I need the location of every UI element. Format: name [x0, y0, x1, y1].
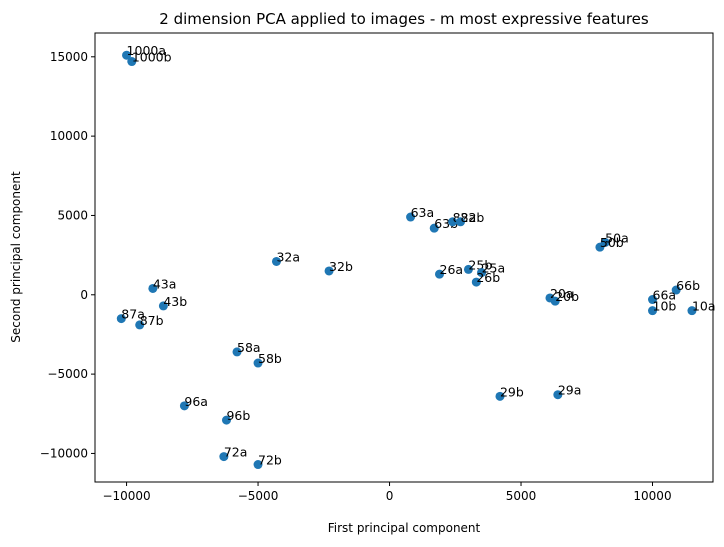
data-point [435, 269, 445, 279]
y-tick-label: 15000 [50, 50, 88, 64]
data-point [179, 401, 189, 411]
data-point-label: 72a [224, 445, 248, 460]
data-point-label: 87a [121, 307, 145, 322]
data-point-label: 29a [558, 383, 582, 398]
data-point-label: 1000a [127, 43, 166, 58]
data-point-label: 43b [163, 294, 187, 309]
data-point [148, 283, 158, 293]
data-point-label: 26a [440, 262, 464, 277]
data-point [550, 296, 560, 306]
data-point-label: 87b [140, 313, 164, 328]
x-tick-label: −10000 [102, 489, 150, 503]
data-point-label: 96b [226, 408, 250, 423]
data-point-label: 20b [555, 289, 579, 304]
data-point-label: 82b [461, 210, 485, 225]
data-point [648, 295, 658, 305]
data-point-label: 50b [600, 235, 624, 250]
data-point-label: 63a [411, 205, 435, 220]
y-tick-label: −5000 [47, 367, 88, 381]
data-point-label: 43a [153, 276, 177, 291]
data-point-label: 96a [184, 394, 208, 409]
data-point [553, 390, 563, 400]
data-point [221, 415, 231, 425]
data-point [158, 301, 168, 311]
x-tick-label: −5000 [238, 489, 279, 503]
data-point-label: 32b [329, 259, 353, 274]
x-tick-label: 5000 [506, 489, 537, 503]
data-point [477, 268, 487, 278]
data-point [324, 266, 334, 276]
data-point [456, 217, 466, 227]
data-point-label: 66b [676, 278, 700, 293]
data-point [406, 212, 416, 222]
x-tick-label: 10000 [633, 489, 671, 503]
data-point-label: 66a [653, 288, 677, 303]
data-point [495, 391, 505, 401]
data-point [463, 264, 473, 274]
data-point-label: 58a [237, 340, 261, 355]
data-point [219, 452, 229, 462]
data-point-label: 32a [276, 249, 300, 264]
data-point [687, 306, 697, 316]
x-axis-label: First principal component [328, 521, 481, 535]
data-point [253, 460, 263, 470]
data-point-label: 1000b [132, 50, 172, 65]
data-point-label: 10a [692, 299, 716, 314]
data-point-label: 58b [258, 351, 282, 366]
data-point-label: 72b [258, 453, 282, 468]
data-point-label: 25a [482, 261, 506, 276]
axis-ticks: −10000 −5000 0 5000 10000 −10000 −5000 0 5000 100… [40, 50, 672, 503]
y-axis-label: Second principal component [9, 171, 23, 343]
data-point [595, 242, 605, 252]
data-point [135, 320, 145, 330]
data-point [232, 347, 242, 357]
data-point [253, 358, 263, 368]
data-point [471, 277, 481, 287]
data-point [122, 50, 132, 60]
data-point [429, 223, 439, 233]
y-tick-label: −10000 [40, 446, 88, 460]
chart-title: 2 dimension PCA applied to images - m mo… [159, 10, 649, 28]
data-point [271, 256, 281, 266]
y-tick-label: 10000 [50, 129, 88, 143]
data-point-label: 26b [476, 270, 500, 285]
data-point [448, 217, 458, 227]
data-point-label: 25b [468, 257, 492, 272]
data-point [116, 314, 126, 324]
data-point [127, 57, 137, 67]
y-tick-label: 0 [80, 288, 88, 302]
plot-frame [94, 32, 714, 483]
y-tick-label: 5000 [57, 208, 88, 222]
data-point-label: 29b [500, 384, 524, 399]
data-point [671, 285, 681, 295]
x-tick-label: 0 [386, 489, 394, 503]
data-point [648, 306, 658, 316]
data-point-label: 50a [605, 230, 629, 245]
data-point-label: 10b [653, 299, 677, 314]
